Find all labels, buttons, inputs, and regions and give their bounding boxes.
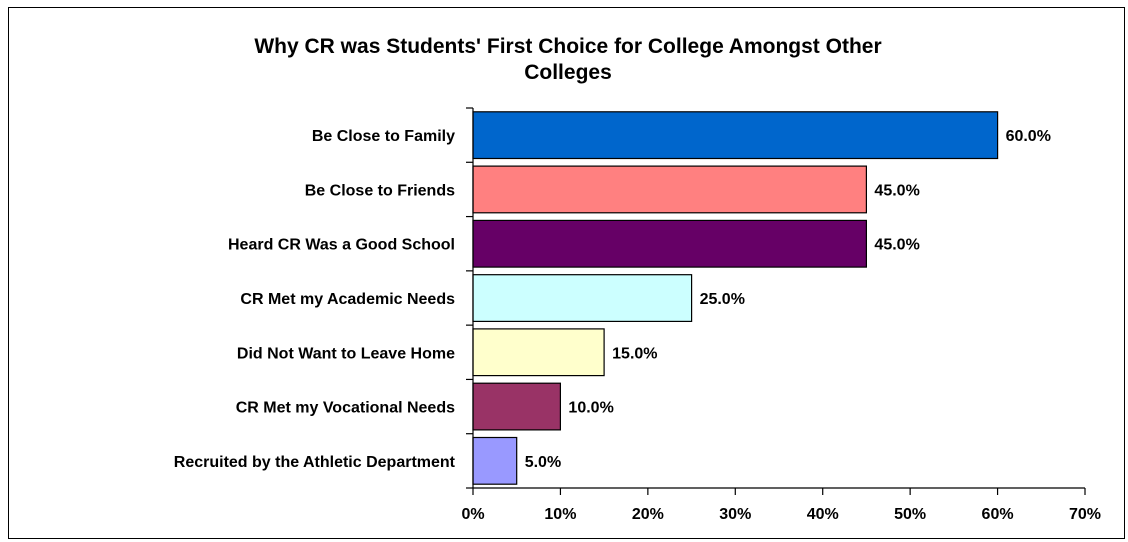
chart-title-line-1: Why CR was Students' First Choice for Co… bbox=[254, 35, 882, 58]
data-label: 45.0% bbox=[874, 237, 919, 254]
bar bbox=[472, 111, 999, 160]
x-tick-label: 50% bbox=[894, 506, 926, 523]
data-label: 5.0% bbox=[525, 454, 561, 471]
bar bbox=[472, 436, 518, 485]
data-label: 15.0% bbox=[612, 345, 657, 362]
data-label: 60.0% bbox=[1006, 128, 1051, 145]
bar bbox=[472, 328, 605, 377]
data-label: 10.0% bbox=[568, 400, 613, 417]
x-tick-label: 60% bbox=[982, 506, 1014, 523]
category-label: CR Met my Academic Needs bbox=[240, 291, 455, 308]
category-label: Be Close to Friends bbox=[305, 182, 455, 199]
x-tick-label: 0% bbox=[461, 506, 484, 523]
x-tick-label: 10% bbox=[544, 506, 576, 523]
chart-title-line-2: Colleges bbox=[524, 61, 612, 84]
x-tick-label: 20% bbox=[632, 506, 664, 523]
category-label: Recruited by the Athletic Department bbox=[174, 454, 456, 471]
bar bbox=[472, 219, 867, 268]
category-label: Be Close to Family bbox=[312, 128, 455, 145]
x-tick-label: 70% bbox=[1069, 506, 1101, 523]
x-tick-label: 40% bbox=[807, 506, 839, 523]
bar bbox=[472, 382, 562, 431]
bar bbox=[472, 165, 867, 214]
chart-title: Why CR was Students' First Choice for Co… bbox=[0, 34, 1128, 86]
chart-frame bbox=[8, 7, 1125, 539]
data-label: 25.0% bbox=[700, 291, 745, 308]
category-label: Heard CR Was a Good School bbox=[228, 237, 455, 254]
category-label: Did Not Want to Leave Home bbox=[237, 345, 455, 362]
data-label: 45.0% bbox=[874, 182, 919, 199]
x-tick-label: 30% bbox=[719, 506, 751, 523]
bar bbox=[472, 274, 693, 323]
category-label: CR Met my Vocational Needs bbox=[236, 400, 455, 417]
